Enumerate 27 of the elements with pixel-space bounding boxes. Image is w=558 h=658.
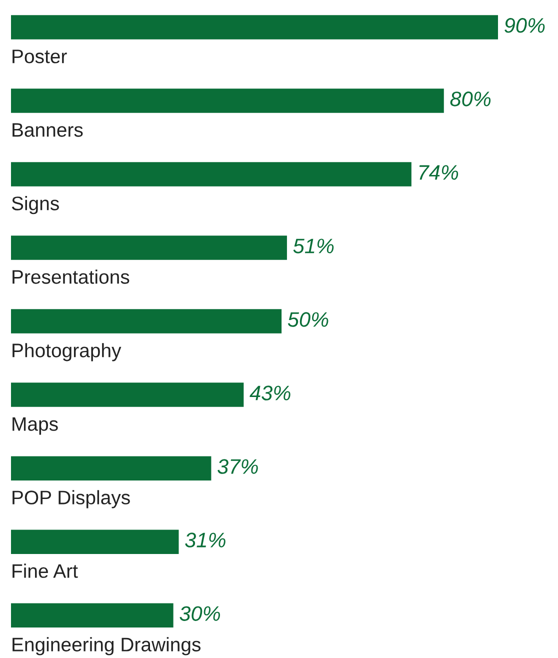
data-label: 31% <box>185 532 226 548</box>
y-tick-label: Signs <box>12 196 59 214</box>
bar <box>11 162 412 186</box>
bar <box>11 309 282 334</box>
bar <box>11 236 287 260</box>
y-tick-label: Presentations <box>12 270 130 284</box>
y-tick-label: Maps <box>12 417 58 435</box>
bar <box>11 15 498 40</box>
bar <box>11 603 174 628</box>
y-tick-label: Engineering Drawings <box>12 637 201 656</box>
bar <box>11 382 244 407</box>
y-tick-label: Poster <box>12 50 67 64</box>
bar <box>11 88 444 113</box>
data-label: 30% <box>180 606 220 621</box>
y-tick-label: Photography <box>12 343 122 362</box>
bar <box>11 456 212 480</box>
y-tick-label: Fine Art <box>12 564 78 578</box>
data-label: 50% <box>288 312 328 327</box>
data-label: 80% <box>450 92 491 106</box>
data-label: 37% <box>218 459 258 474</box>
data-label: 74% <box>419 165 458 180</box>
y-tick-label: Banners <box>12 123 83 137</box>
data-label: 90% <box>504 18 545 33</box>
y-tick-label: POP Displays <box>12 490 130 508</box>
data-label: 51% <box>293 238 334 254</box>
bar <box>11 530 179 554</box>
data-label: 43% <box>250 386 290 400</box>
